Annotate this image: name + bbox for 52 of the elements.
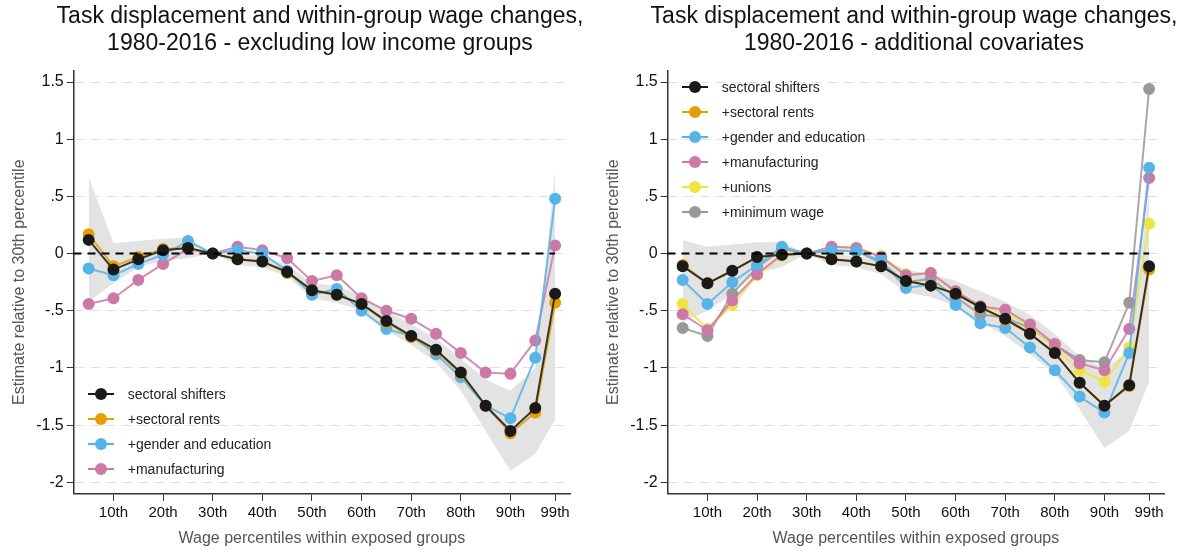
chart-title: Task displacement and within-group wage changes, 1980-2016 - additional covariates: [649, 2, 1179, 56]
y-tick-label: -2: [643, 472, 658, 490]
y-tick-label: -2: [49, 472, 64, 490]
y-tick-label: -1: [643, 358, 658, 376]
x-tick-label: 80th: [1040, 502, 1070, 520]
y-tick-label: -1: [49, 358, 64, 376]
x-tick-label: 80th: [446, 502, 476, 520]
y-axis-title: Estimate relative to 30th percentile: [604, 159, 622, 405]
legend-label: +sectoral rents: [721, 104, 814, 121]
x-tick-label: 99th: [1134, 502, 1164, 520]
y-tick-label: 1.5: [41, 72, 64, 90]
x-tick-label: 50th: [297, 502, 327, 520]
legend-label: sectoral shifters: [721, 79, 820, 96]
x-tick-label: 70th: [990, 502, 1020, 520]
legend-label: +manufacturing: [721, 154, 819, 171]
y-tick-label: -.5: [639, 301, 658, 319]
y-tick-label: 1: [54, 129, 64, 147]
legend-label: +sectoral rents: [127, 411, 220, 428]
y-tick-label: -1.5: [630, 415, 658, 433]
legend-label: +gender and education: [127, 436, 272, 453]
x-tick-label: 99th: [540, 502, 570, 520]
x-tick-label: 90th: [1089, 502, 1120, 520]
y-axis-title: Estimate relative to 30th percentile: [10, 159, 28, 405]
x-tick-label: 90th: [495, 502, 526, 520]
x-tick-label: 20th: [742, 502, 772, 520]
y-tick-label: 0: [54, 244, 64, 262]
x-tick-label: 10th: [692, 502, 723, 520]
y-tick-label: 1: [648, 129, 658, 147]
x-tick-label: 30th: [792, 502, 822, 520]
legend-label: sectoral shifters: [127, 386, 226, 403]
y-tick-label: 1.5: [635, 72, 658, 90]
x-axis-title: Wage percentiles within exposed groups: [772, 528, 1060, 546]
y-tick-label: .5: [644, 186, 658, 204]
x-tick-label: 30th: [198, 502, 228, 520]
y-tick-label: -.5: [45, 301, 64, 319]
legend-label: +unions: [721, 179, 772, 196]
x-tick-label: 50th: [891, 502, 921, 520]
chart-title: Task displacement and within-group wage changes, 1980-2016 - excluding low income groups: [55, 2, 585, 56]
legend-label: +gender and education: [721, 129, 866, 146]
x-tick-label: 20th: [148, 502, 178, 520]
x-tick-label: 60th: [346, 502, 377, 520]
y-tick-label: -1.5: [36, 415, 64, 433]
y-tick-label: 0: [648, 244, 658, 262]
y-tick-label: .5: [50, 186, 64, 204]
x-tick-label: 40th: [247, 502, 277, 520]
legend-label: +manufacturing: [127, 461, 225, 478]
x-axis-title: Wage percentiles within exposed groups: [178, 528, 466, 546]
legend-label: +minimum wage: [721, 204, 825, 221]
x-tick-label: 70th: [396, 502, 426, 520]
x-tick-label: 10th: [98, 502, 129, 520]
x-tick-label: 60th: [940, 502, 971, 520]
x-tick-label: 40th: [841, 502, 871, 520]
